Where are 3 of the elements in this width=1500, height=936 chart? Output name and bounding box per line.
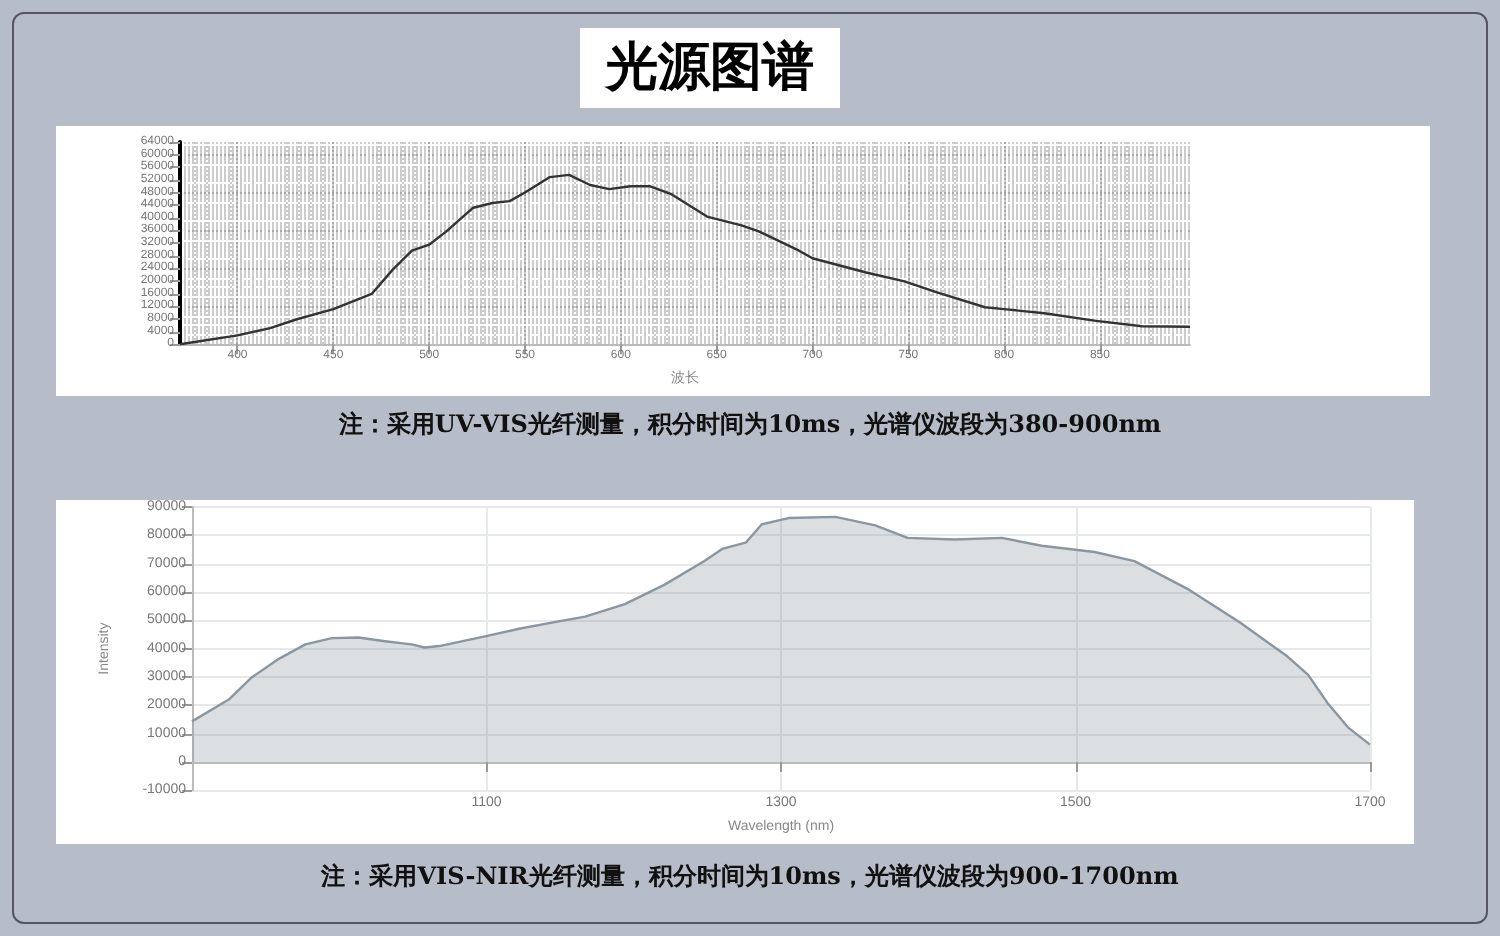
text: 注：采用VIS-NIR光纤测量，积分时间为10ms，光谱仪波段为900-1700nm — [319, 860, 1181, 894]
text: 注：采用UV-VIS光纤测量，积分时间为10ms，光谱仪波段为380-900nm — [336, 408, 1164, 442]
chart-title: 光源图谱 — [580, 28, 840, 108]
